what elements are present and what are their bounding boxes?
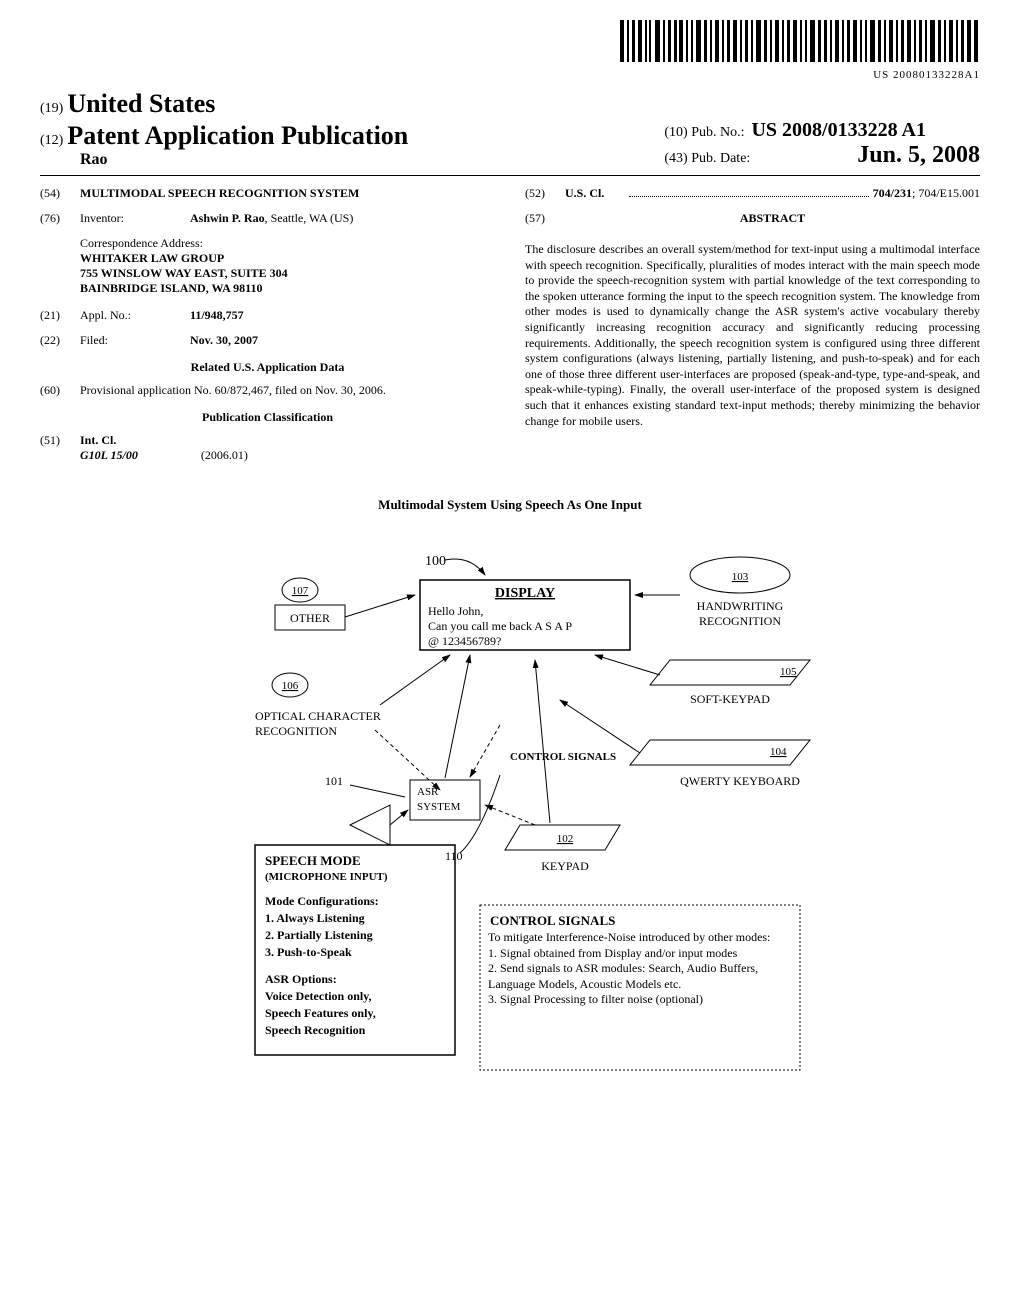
- filed-label: Filed:: [80, 333, 190, 348]
- ocr-label-2: RECOGNITION: [255, 724, 337, 738]
- intcl-label: Int. Cl.: [80, 433, 495, 448]
- ctrl-c2: 1. Signal obtained from Display and/or i…: [488, 946, 793, 962]
- inventor-loc: , Seattle, WA (US): [265, 211, 354, 225]
- speech-l1: 1. Always Listening: [265, 911, 365, 925]
- speech-title: SPEECH MODE: [265, 853, 361, 868]
- header-left: (12) Patent Application Publication Rao: [40, 121, 408, 169]
- code-51: (51): [40, 433, 80, 463]
- softkb-ref: 105: [780, 666, 797, 678]
- ocr-label-1: OPTICAL CHARACTER: [255, 709, 381, 723]
- qwerty-ref: 104: [770, 746, 787, 758]
- ocr-ref: 106: [282, 680, 299, 692]
- softkb-label: SOFT-KEYPAD: [690, 692, 770, 706]
- filed-value: Nov. 30, 2007: [190, 333, 495, 348]
- control-signals-label: CONTROL SIGNALS: [510, 751, 616, 763]
- ctrl-title: CONTROL SIGNALS: [490, 913, 615, 928]
- pub-class-title: Publication Classification: [40, 410, 495, 425]
- abstract-text: The disclosure describes an overall syst…: [525, 242, 980, 429]
- author-name: Rao: [80, 151, 408, 169]
- speech-l4: Voice Detection only,: [265, 989, 372, 1003]
- code-52: (52): [525, 186, 565, 201]
- barcode-section: US 20080133228A1: [40, 20, 980, 81]
- speech-l5: Speech Features only,: [265, 1006, 376, 1020]
- figure-svg: 100 DISPLAY Hello John, Can you call me …: [150, 525, 870, 1165]
- speech-h2: ASR Options:: [265, 972, 337, 986]
- uscl-label: U.S. Cl.: [565, 186, 625, 201]
- asr-label-1: ASR: [417, 786, 439, 798]
- header-right: (10) Pub. No.: US 2008/0133228 A1 (43) P…: [664, 119, 980, 169]
- ctrlsig-ref: 110: [445, 849, 463, 863]
- pub-date: Jun. 5, 2008: [857, 142, 980, 168]
- inventor-name: Ashwin P. Rao: [190, 211, 265, 225]
- hwr-ref: 103: [732, 571, 749, 583]
- figure-container: 100 DISPLAY Hello John, Can you call me …: [40, 525, 980, 1165]
- display-label: DISPLAY: [495, 586, 555, 601]
- publication-type: Patent Application Publication: [67, 121, 408, 150]
- code-22: (22): [40, 333, 80, 348]
- code-19: (19): [40, 101, 63, 116]
- speech-l3: 3. Push-to-Speak: [265, 945, 352, 959]
- code-57: (57): [525, 211, 565, 232]
- other-label: OTHER: [290, 611, 330, 625]
- correspondence-block: Correspondence Address: WHITAKER LAW GRO…: [80, 236, 495, 296]
- keypad-ref: 102: [557, 833, 574, 845]
- intcl-date: (2006.01): [201, 448, 248, 462]
- asr-label-2: SYSTEM: [417, 801, 461, 813]
- biblio-columns: (54) MULTIMODAL SPEECH RECOGNITION SYSTE…: [40, 186, 980, 473]
- display-content-3: @ 123456789?: [428, 634, 501, 648]
- qwerty-label: QWERTY KEYBOARD: [680, 774, 800, 788]
- related-data-title: Related U.S. Application Data: [40, 360, 495, 375]
- correspondence-line-0: WHITAKER LAW GROUP: [80, 251, 495, 266]
- provisional-text: Provisional application No. 60/872,467, …: [80, 383, 495, 398]
- asr-ref: 101: [325, 774, 343, 788]
- right-column: (52) U.S. Cl. 704/231; 704/E15.001 (57) …: [525, 186, 980, 473]
- ref-100: 100: [425, 554, 446, 569]
- code-76: (76): [40, 211, 80, 226]
- invention-title: MULTIMODAL SPEECH RECOGNITION SYSTEM: [80, 186, 359, 201]
- correspondence-label: Correspondence Address:: [80, 236, 495, 251]
- applno-value: 11/948,757: [190, 308, 495, 323]
- uscl-value: 704/231: [873, 186, 912, 200]
- correspondence-line-2: BAINBRIDGE ISLAND, WA 98110: [80, 281, 495, 296]
- uscl-dots: [629, 186, 869, 197]
- ctrl-c4: 3. Signal Processing to filter noise (op…: [488, 992, 793, 1008]
- hwr-label-2: RECOGNITION: [699, 614, 781, 628]
- barcode-graphic: [620, 20, 980, 67]
- ctrl-c1: To mitigate Interference-Noise introduce…: [488, 930, 793, 946]
- display-content-1: Hello John,: [428, 604, 483, 618]
- code-21: (21): [40, 308, 80, 323]
- code-10: (10): [664, 125, 687, 140]
- correspondence-line-1: 755 WINSLOW WAY EAST, SUITE 304: [80, 266, 495, 281]
- ctrl-c3: 2. Send signals to ASR modules: Search, …: [488, 961, 793, 992]
- inventor-label: Inventor:: [80, 211, 190, 226]
- code-43: (43): [664, 151, 687, 166]
- country-name: United States: [67, 89, 215, 118]
- pubdate-label: Pub. Date:: [691, 151, 750, 166]
- speech-l2: 2. Partially Listening: [265, 928, 373, 942]
- uscl-extra: ; 704/E15.001: [912, 186, 980, 200]
- header-country-line: (19) United States: [40, 89, 980, 119]
- hwr-label-1: HANDWRITING: [697, 599, 784, 613]
- header-row: (12) Patent Application Publication Rao …: [40, 119, 980, 176]
- intcl-class: G10L 15/00: [80, 448, 138, 462]
- speech-h1: Mode Configurations:: [265, 894, 379, 908]
- abstract-label: ABSTRACT: [565, 211, 980, 226]
- left-column: (54) MULTIMODAL SPEECH RECOGNITION SYSTE…: [40, 186, 495, 473]
- applno-label: Appl. No.:: [80, 308, 190, 323]
- pub-number: US 2008/0133228 A1: [751, 119, 925, 141]
- other-ref: 107: [292, 585, 309, 597]
- code-54: (54): [40, 186, 80, 201]
- code-60: (60): [40, 383, 80, 398]
- speech-sub: (MICROPHONE INPUT): [265, 871, 388, 883]
- speech-l6: Speech Recognition: [265, 1023, 366, 1037]
- pubno-label: Pub. No.:: [691, 125, 744, 140]
- figure-title: Multimodal System Using Speech As One In…: [40, 497, 980, 513]
- keypad-label: KEYPAD: [541, 859, 589, 873]
- code-12: (12): [40, 133, 63, 148]
- barcode-number: US 20080133228A1: [40, 69, 980, 81]
- display-content-2: Can you call me back A S A P: [428, 619, 572, 633]
